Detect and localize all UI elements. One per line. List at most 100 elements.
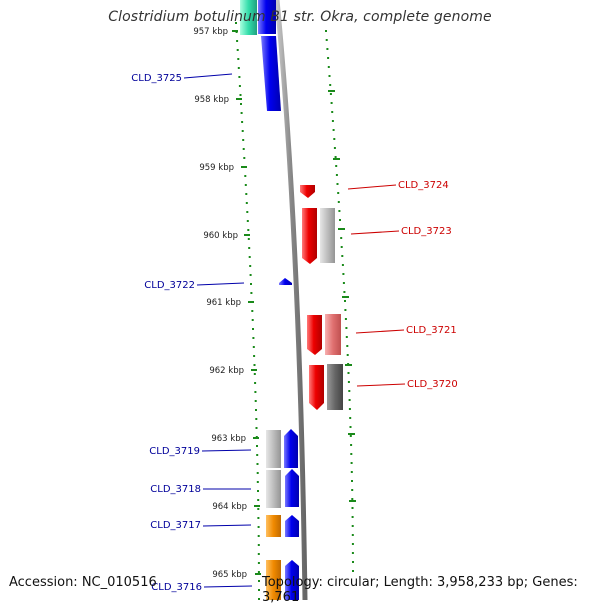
scale-dot [238, 85, 241, 87]
leader-line [356, 383, 406, 387]
leader-line [183, 73, 233, 79]
scale-dot [327, 66, 330, 68]
scale-dot [257, 562, 260, 564]
scale-dot [342, 273, 345, 275]
gene-feature-cld-3721-homolog[interactable] [325, 314, 341, 355]
scale-tick [345, 364, 352, 366]
gene-label-right[interactable]: CLD_3724 [398, 180, 449, 191]
gene-label-left[interactable]: CLD_3722 [144, 280, 195, 291]
scale-dot [337, 201, 340, 203]
scale-dot [253, 373, 256, 375]
scale-dot [349, 435, 352, 437]
scale-dot [242, 148, 245, 150]
scale-dot [351, 498, 354, 500]
scale-dot [248, 247, 251, 249]
scale-dot [347, 372, 350, 374]
scale-dot [249, 265, 252, 267]
scale-dot [246, 220, 249, 222]
gene-label-right[interactable]: CLD_3720 [407, 379, 458, 390]
gene-feature-cld-3718-homolog[interactable] [266, 470, 281, 508]
gene-feature-cld-3718[interactable] [285, 469, 299, 507]
leader-line [201, 449, 252, 452]
gene-feature-top-forward[interactable] [258, 0, 276, 34]
scale-dot [253, 355, 256, 357]
scale-dot [244, 184, 247, 186]
scale-dot [347, 381, 350, 383]
scale-label: 965 kbp [212, 570, 247, 580]
scale-dot [246, 211, 249, 213]
gene-feature-green[interactable] [240, 0, 257, 35]
scale-dot [257, 508, 260, 510]
scale-dot [257, 553, 260, 555]
gene-feature-cld-3725[interactable] [261, 36, 281, 111]
scale-ticks [232, 30, 356, 575]
gene-feature-cld-3720[interactable] [309, 365, 324, 410]
scale-dot [351, 525, 354, 527]
gene-feature-cld-3719-homolog[interactable] [266, 430, 281, 468]
scale-dot [352, 561, 354, 563]
scale-dot [336, 183, 339, 185]
scale-dot [330, 102, 333, 104]
scale-label: 959 kbp [199, 163, 234, 173]
scale-dot [254, 382, 257, 384]
gene-label-right[interactable]: CLD_3721 [406, 325, 457, 336]
gene-label-left[interactable]: CLD_3717 [150, 520, 201, 531]
gene-feature-cld-3720-homolog[interactable] [327, 364, 343, 410]
scale-dot [328, 75, 331, 77]
gene-feature-cld-3722[interactable] [279, 278, 292, 285]
gene-label-left[interactable]: CLD_3718 [150, 484, 201, 495]
gene-feature-cld-3716[interactable] [285, 560, 299, 600]
scale-dot [334, 156, 337, 158]
gene-feature-cld-3717-homolog[interactable] [266, 515, 281, 537]
scale-dot [345, 336, 348, 338]
gene-feature-cld-3724[interactable] [300, 185, 315, 198]
scale-dot [338, 210, 341, 212]
scale-dot [350, 462, 353, 464]
scale-dot [335, 174, 338, 176]
scale-dots-left [235, 22, 260, 600]
leader-line [350, 230, 400, 235]
gene-label-right[interactable]: CLD_3723 [401, 226, 452, 237]
gene-feature-cld-3717[interactable] [285, 515, 299, 537]
scale-dot [333, 138, 336, 140]
scale-dot [242, 139, 245, 141]
scale-dot [329, 93, 332, 95]
scale-dot [254, 391, 257, 393]
scale-dot [241, 130, 244, 132]
scale-dot [344, 309, 347, 311]
scale-dot [348, 408, 351, 410]
scale-dot [351, 489, 354, 491]
scale-dot [236, 40, 239, 42]
scale-tick [333, 158, 340, 160]
scale-dot [346, 354, 349, 356]
leader-line [196, 282, 245, 286]
gene-feature-cld-3716-homolog[interactable] [266, 560, 281, 600]
scale-dot [250, 292, 253, 294]
scale-dot [257, 499, 260, 501]
leader-line [355, 329, 405, 334]
scale-dot [340, 237, 343, 239]
scale-dot [253, 364, 256, 366]
genome-summary-text: Topology: circular; Length: 3,958,233 bp… [262, 575, 578, 605]
gene-label-left[interactable]: CLD_3719 [149, 446, 200, 457]
gene-feature-cld-3723[interactable] [302, 208, 317, 264]
scale-dot [333, 147, 336, 149]
scale-tick [244, 234, 250, 236]
scale-label: 961 kbp [206, 298, 241, 308]
gene-label-left[interactable]: CLD_3725 [131, 73, 182, 84]
scale-dot [251, 310, 254, 312]
gene-feature-cld-3721[interactable] [307, 315, 322, 355]
scale-dot [256, 481, 259, 483]
gene-feature-cld-3723-homolog[interactable] [320, 208, 335, 263]
scale-dot [343, 291, 346, 293]
scale-dot [255, 409, 257, 411]
scale-dot [255, 427, 258, 429]
scale-dot [337, 192, 340, 194]
gene-label-left[interactable]: CLD_3716 [151, 582, 202, 593]
scale-dot [325, 30, 327, 32]
scale-tick [253, 437, 259, 439]
scale-tick [348, 433, 355, 435]
gene-feature-cld-3719[interactable] [284, 429, 298, 468]
scale-tick [248, 301, 254, 303]
